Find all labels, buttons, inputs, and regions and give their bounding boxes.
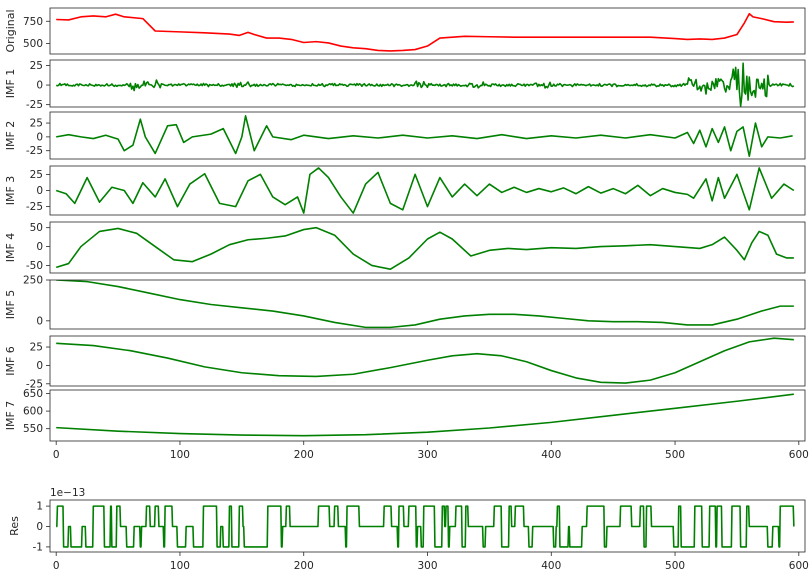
y-tick-label: 650 — [23, 388, 43, 400]
y-tick-label: -25 — [26, 99, 43, 111]
subplot-2: -25 0 25 IMF 1 — [4, 59, 806, 111]
axes-frame-7 — [49, 335, 806, 387]
x-tick-label: 0 — [53, 560, 60, 572]
x-tick-label: 600 — [789, 449, 809, 461]
y-tick-label: 0 — [36, 521, 43, 533]
subplot-7: -25 0 25 IMF 6 — [4, 335, 806, 390]
y-tick-label: 600 — [23, 406, 43, 418]
y-axis-label: IMF 5 — [4, 290, 17, 320]
subplot-6: 0 250 IMF 5 — [4, 275, 806, 330]
axes-frame-2 — [49, 59, 806, 108]
series-line-3 — [56, 115, 793, 158]
y-tick-label: -25 — [26, 201, 43, 213]
y-tick-label: 25 — [30, 60, 43, 72]
y-axis-label: Res — [8, 516, 21, 536]
y-tick-label: 25 — [30, 118, 43, 130]
series-line-4 — [55, 167, 795, 214]
y-axis-label: IMF 3 — [4, 176, 17, 206]
x-tick-label: 500 — [665, 560, 685, 572]
y-axis-label: IMF 4 — [4, 233, 17, 263]
y-offset-label: 1e−13 — [50, 487, 85, 499]
axes-frame-4 — [49, 165, 806, 216]
y-tick-label: 750 — [23, 16, 43, 28]
y-tick-label: 0 — [36, 185, 43, 197]
x-tick-label: 100 — [170, 560, 190, 572]
series-line-1 — [56, 12, 794, 52]
y-tick-label: 25 — [30, 169, 43, 181]
y-axis-label: Original — [4, 9, 17, 52]
y-tick-label: 550 — [23, 423, 43, 435]
subplot-4: -25 0 25 IMF 3 — [4, 165, 806, 216]
x-tick-label: 0 — [53, 449, 60, 461]
x-tick-label: 300 — [417, 560, 437, 572]
series-line-2 — [55, 62, 795, 107]
y-axis-label: IMF 2 — [4, 121, 17, 151]
x-tick-label: 300 — [417, 449, 437, 461]
y-tick-label: 250 — [23, 275, 43, 287]
y-tick-label: 0 — [36, 315, 43, 327]
y-tick-label: 500 — [23, 38, 43, 50]
axes-frame-6 — [49, 279, 806, 330]
y-axis-label: IMF 1 — [4, 69, 17, 99]
y-tick-label: 50 — [30, 222, 43, 234]
axes-frame-3 — [49, 111, 806, 160]
y-axis-label: IMF 7 — [4, 401, 17, 431]
series-line-8 — [56, 393, 794, 437]
y-tick-label: 1 — [36, 501, 43, 513]
axes-frame-1 — [49, 7, 806, 55]
series-line-7 — [56, 337, 794, 384]
x-tick-label: 600 — [789, 560, 809, 572]
y-tick-label: -1 — [33, 541, 43, 553]
series-line-9 — [56, 505, 795, 548]
subplot-5: -50 0 50 IMF 4 — [4, 221, 806, 274]
subplot-1: 500 750 Original — [4, 7, 806, 55]
y-tick-label: 0 — [36, 360, 43, 372]
series-line-5 — [55, 226, 794, 271]
y-tick-label: -25 — [26, 378, 43, 390]
y-tick-label: 25 — [30, 342, 43, 354]
y-tick-label: 0 — [36, 80, 43, 92]
x-tick-label: 400 — [541, 560, 561, 572]
y-tick-label: 0 — [36, 241, 43, 253]
series-line-6 — [56, 280, 794, 329]
y-tick-label: -25 — [26, 145, 43, 157]
subplot-8: 550 600 650 IMF 7 0 100 200 300 400 500 600 — [4, 388, 809, 461]
y-axis-label: IMF 6 — [4, 346, 17, 376]
subplot-3: -25 025 IMF 2 — [4, 111, 806, 160]
x-tick-label: 200 — [294, 560, 314, 572]
x-tick-label: 400 — [541, 449, 561, 461]
y-tick-label: 0 — [36, 131, 43, 143]
y-tick-label: -50 — [26, 260, 43, 272]
x-tick-label: 200 — [294, 449, 314, 461]
subplot-9: -1 0 1 Res 1e−13 0 100 200 300 400 500 600 — [8, 487, 809, 572]
x-tick-label: 100 — [170, 449, 190, 461]
x-tick-label: 500 — [665, 449, 685, 461]
axes-frame-5 — [49, 221, 806, 274]
